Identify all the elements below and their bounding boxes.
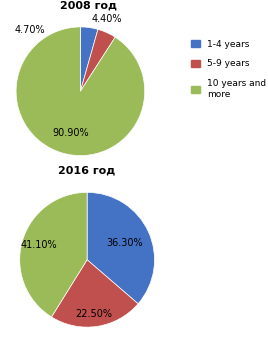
Wedge shape	[87, 192, 154, 304]
Wedge shape	[51, 260, 138, 327]
Title: 2016 год: 2016 год	[58, 166, 116, 176]
Text: 22.50%: 22.50%	[75, 309, 112, 319]
Wedge shape	[80, 29, 115, 91]
Title: 2008 год: 2008 год	[60, 1, 117, 11]
Text: 36.30%: 36.30%	[106, 238, 143, 248]
Text: 4.70%: 4.70%	[14, 25, 45, 35]
Text: 4.40%: 4.40%	[92, 14, 122, 24]
Wedge shape	[20, 192, 87, 317]
Legend: 1-4 years, 5-9 years, 10 years and
more: 1-4 years, 5-9 years, 10 years and more	[191, 40, 266, 99]
Wedge shape	[80, 27, 98, 91]
Wedge shape	[16, 27, 145, 155]
Text: 90.90%: 90.90%	[53, 128, 89, 138]
Text: 41.10%: 41.10%	[20, 240, 57, 250]
